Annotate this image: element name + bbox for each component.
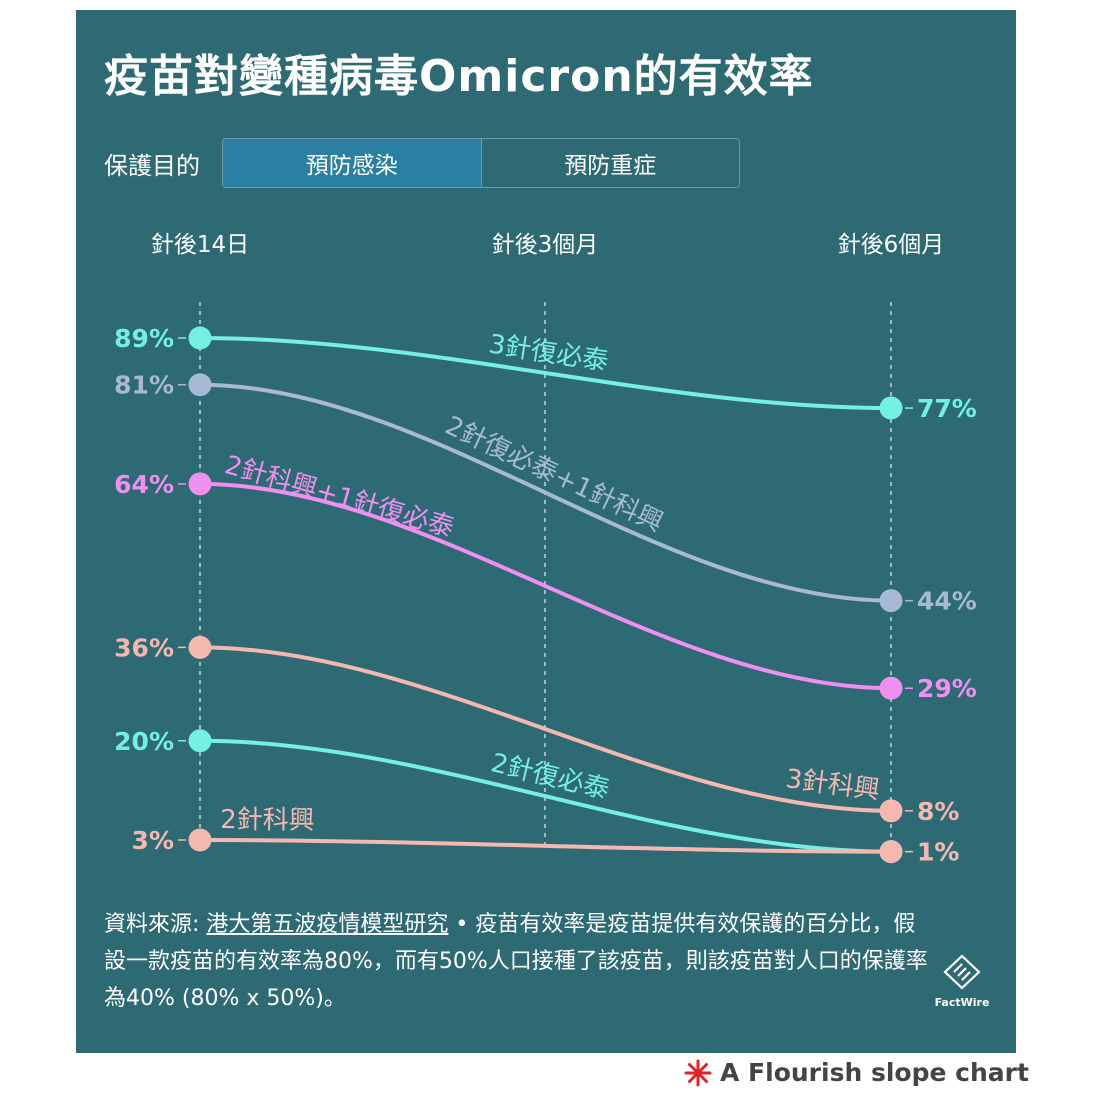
tab-prevent-infection[interactable]: 預防感染 xyxy=(223,139,481,187)
end-value-label: 8% xyxy=(917,797,959,826)
start-value-label: 20% xyxy=(114,727,174,756)
series-line xyxy=(199,645,892,813)
end-point xyxy=(879,589,903,613)
column-header: 針後3個月 xyxy=(492,232,599,258)
chart-title: 疫苗對變種病毒Omicron的有效率 xyxy=(104,51,814,102)
column-header: 針後6個月 xyxy=(838,232,945,258)
end-point xyxy=(879,840,903,864)
source-label: 資料來源: xyxy=(104,912,207,937)
flourish-credit[interactable]: A Flourish slope chart xyxy=(684,1058,1029,1087)
series-line xyxy=(199,382,892,603)
factwire-logo-icon xyxy=(943,954,981,990)
start-value-label: 3% xyxy=(132,826,174,855)
chart-panel: 疫苗對變種病毒Omicron的有效率 保護目的 預防感染 預防重症 針後14日針… xyxy=(76,10,1016,1053)
series-line xyxy=(199,738,892,854)
series-name-label: 3針科興 xyxy=(784,764,882,806)
series-line xyxy=(199,481,892,691)
end-point xyxy=(879,396,903,420)
filter-tabs: 預防感染 預防重症 xyxy=(222,138,740,188)
end-value-label: 1% xyxy=(917,838,959,867)
start-value-label: 81% xyxy=(114,371,174,400)
series-name-label: 2針科興 xyxy=(220,805,315,836)
column-header: 針後14日 xyxy=(151,232,249,258)
start-point xyxy=(188,729,212,753)
end-value-label: 29% xyxy=(917,674,977,703)
credit-text: A Flourish slope chart xyxy=(720,1058,1029,1087)
series-line xyxy=(199,838,892,854)
start-value-label: 89% xyxy=(114,324,174,353)
start-point xyxy=(188,326,212,350)
flourish-logo-icon xyxy=(684,1059,712,1086)
slope-chart: 針後14日 針後3個月 針後6個月 89% 77% 3針復必泰 81% 44% 2針復必泰+1針… xyxy=(114,232,977,867)
tab-prevent-severe[interactable]: 預防重症 xyxy=(480,139,740,187)
start-point xyxy=(188,472,212,496)
footnote: 資料來源: 港大第五波疫情模型研究 • 疫苗有效率是疫苗提供有效保護的百分比，假… xyxy=(104,906,934,1017)
start-point xyxy=(188,635,212,659)
brand-name: FactWire xyxy=(934,996,990,1009)
series-name-label: 2針復必泰+1針科興 xyxy=(440,411,667,539)
series-name-label: 2針科興+1針復必泰 xyxy=(221,450,457,543)
end-point xyxy=(879,799,903,823)
start-value-label: 64% xyxy=(114,470,174,499)
start-point xyxy=(188,828,212,852)
end-value-label: 1% xyxy=(917,838,959,867)
footnote-text: • 疫苗有效率是疫苗提供有效保護的百分比，假設一款疫苗的有效率為80%，而有50… xyxy=(104,912,928,1011)
start-value-label: 36% xyxy=(114,633,174,662)
end-value-label: 77% xyxy=(917,394,977,423)
source-link[interactable]: 港大第五波疫情模型研究 xyxy=(206,912,449,937)
end-point xyxy=(879,676,903,700)
series-name-label: 3針復必泰 xyxy=(487,329,611,377)
end-value-label: 44% xyxy=(917,587,977,616)
series-line xyxy=(199,336,892,411)
filter-label: 保護目的 xyxy=(104,152,200,180)
factwire-logo: FactWire xyxy=(932,954,992,1009)
start-point xyxy=(188,373,212,397)
